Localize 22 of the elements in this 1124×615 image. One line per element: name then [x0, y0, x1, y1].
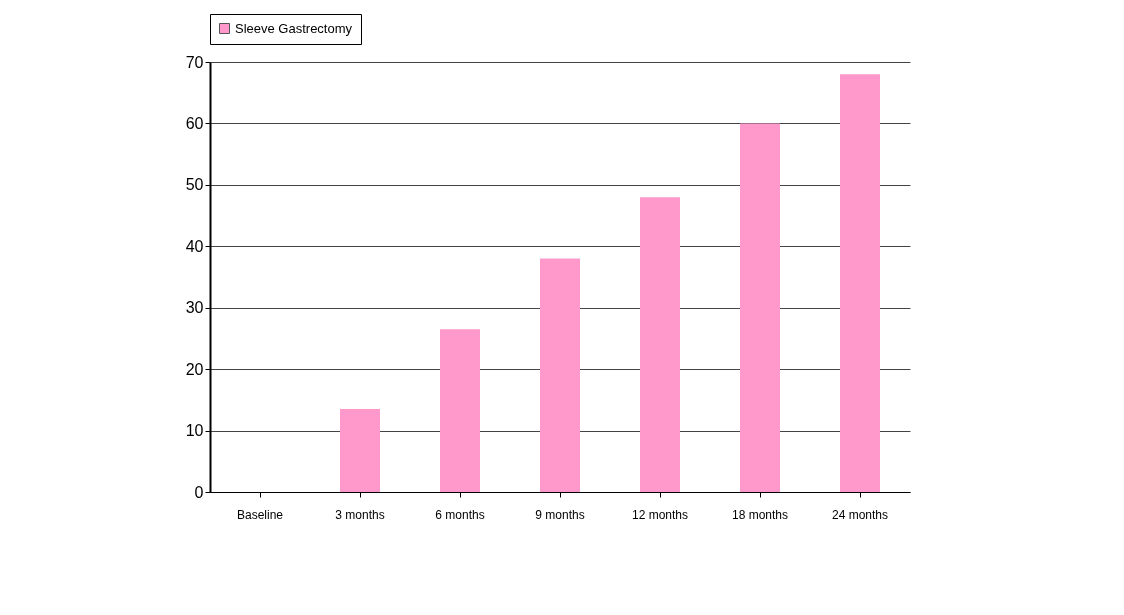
- bar: [640, 197, 680, 492]
- x-tick-label: 3 months: [335, 507, 385, 522]
- y-tick-label: 50: [185, 176, 204, 194]
- y-tick-label: 60: [185, 114, 204, 132]
- y-tick-label: 30: [185, 299, 204, 317]
- x-tick-label: Baseline: [236, 507, 284, 522]
- x-tick-label: 18 months: [731, 507, 789, 522]
- x-tick-label: 6 months: [435, 507, 485, 522]
- y-tick-label: 10: [185, 422, 204, 440]
- bar: [340, 409, 380, 492]
- bar: [840, 74, 880, 492]
- y-tick-label: 0: [194, 483, 204, 501]
- y-tick-label: 70: [185, 53, 204, 71]
- x-tick-label: 9 months: [535, 507, 585, 522]
- bar: [440, 329, 480, 492]
- y-tick-label: 40: [185, 237, 204, 255]
- y-tick-label: 20: [185, 360, 204, 378]
- bar: [540, 258, 580, 492]
- x-tick-label: 12 months: [631, 507, 689, 522]
- legend-label: Sleeve Gastrectomy: [235, 20, 353, 36]
- x-tick-label: 24 months: [831, 507, 889, 522]
- bar: [740, 123, 780, 492]
